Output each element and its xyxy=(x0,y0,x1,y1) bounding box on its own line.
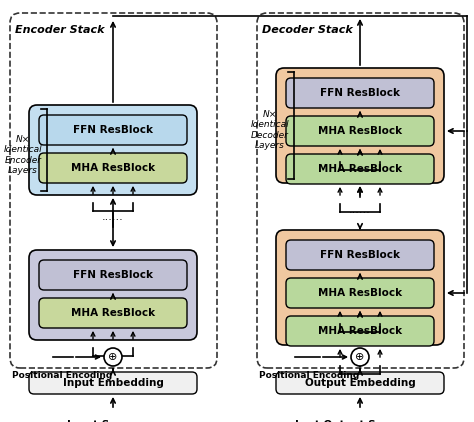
FancyBboxPatch shape xyxy=(39,298,187,328)
FancyBboxPatch shape xyxy=(286,116,434,146)
Text: Input Sequence: Input Sequence xyxy=(67,420,159,422)
Text: MHA ResBlock: MHA ResBlock xyxy=(318,288,402,298)
FancyBboxPatch shape xyxy=(39,115,187,145)
FancyBboxPatch shape xyxy=(286,78,434,108)
FancyBboxPatch shape xyxy=(276,230,444,345)
Text: MHA ResBlock: MHA ResBlock xyxy=(71,163,155,173)
FancyBboxPatch shape xyxy=(276,372,444,394)
FancyBboxPatch shape xyxy=(286,154,434,184)
Text: ......: ...... xyxy=(349,205,371,215)
FancyBboxPatch shape xyxy=(286,316,434,346)
Text: FFN ResBlock: FFN ResBlock xyxy=(320,88,400,98)
Text: Encoder Stack: Encoder Stack xyxy=(15,25,104,35)
Text: MHA ResBlock: MHA ResBlock xyxy=(71,308,155,318)
Text: FFN ResBlock: FFN ResBlock xyxy=(73,125,153,135)
Text: Decoder Stack: Decoder Stack xyxy=(262,25,353,35)
FancyBboxPatch shape xyxy=(286,240,434,270)
Text: ......: ...... xyxy=(102,212,124,222)
Text: Input Embedding: Input Embedding xyxy=(63,378,164,388)
FancyBboxPatch shape xyxy=(29,105,197,195)
Text: FFN ResBlock: FFN ResBlock xyxy=(73,270,153,280)
Text: Positional Encoding: Positional Encoding xyxy=(259,371,359,380)
Text: ⊕: ⊕ xyxy=(356,352,365,362)
Circle shape xyxy=(104,348,122,366)
Text: ⊕: ⊕ xyxy=(109,352,118,362)
Text: MHA ResBlock: MHA ResBlock xyxy=(318,126,402,136)
FancyBboxPatch shape xyxy=(29,250,197,340)
Text: MHA ResBlock: MHA ResBlock xyxy=(318,164,402,174)
Text: Positional Encoding: Positional Encoding xyxy=(12,371,112,380)
Text: N×
Identical
Decoder
Layers: N× Identical Decoder Layers xyxy=(251,110,289,150)
Circle shape xyxy=(351,348,369,366)
FancyBboxPatch shape xyxy=(276,68,444,183)
FancyBboxPatch shape xyxy=(29,372,197,394)
Text: Output Embedding: Output Embedding xyxy=(305,378,415,388)
FancyBboxPatch shape xyxy=(39,260,187,290)
FancyBboxPatch shape xyxy=(39,153,187,183)
Text: Last Output Sequence: Last Output Sequence xyxy=(295,420,425,422)
Text: FFN ResBlock: FFN ResBlock xyxy=(320,250,400,260)
Text: N×
Identical
Encoder
Layers: N× Identical Encoder Layers xyxy=(4,135,42,175)
Text: MHA ResBlock: MHA ResBlock xyxy=(318,326,402,336)
FancyBboxPatch shape xyxy=(286,278,434,308)
